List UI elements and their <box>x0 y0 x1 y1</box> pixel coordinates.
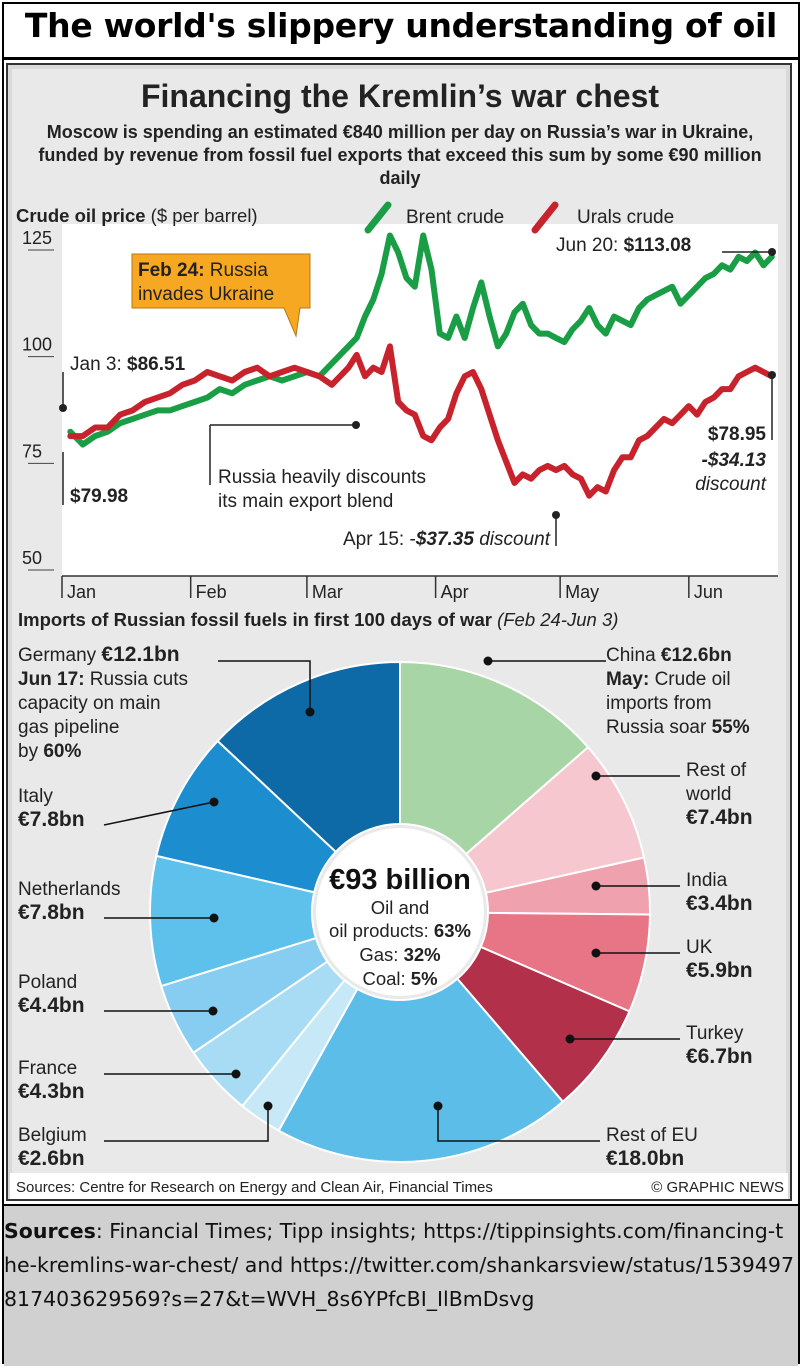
sources-text: Sources: Financial Times; Tipp insights;… <box>4 1214 794 1316</box>
infographic-background <box>12 69 786 1195</box>
sources-box <box>4 1204 798 1366</box>
infographic-headline: Financing the Kremlin’s war chest <box>140 78 660 114</box>
sources-label: Sources <box>4 1219 96 1243</box>
title-divider <box>4 57 798 60</box>
sources-content: : Financial Times; Tipp insights; https:… <box>4 1219 794 1311</box>
infographic-panel <box>6 63 792 1201</box>
page-title: The world's slippery understanding of oi… <box>24 6 778 45</box>
infographic-deck: Moscow is spending an estimated €840 mil… <box>38 122 762 188</box>
